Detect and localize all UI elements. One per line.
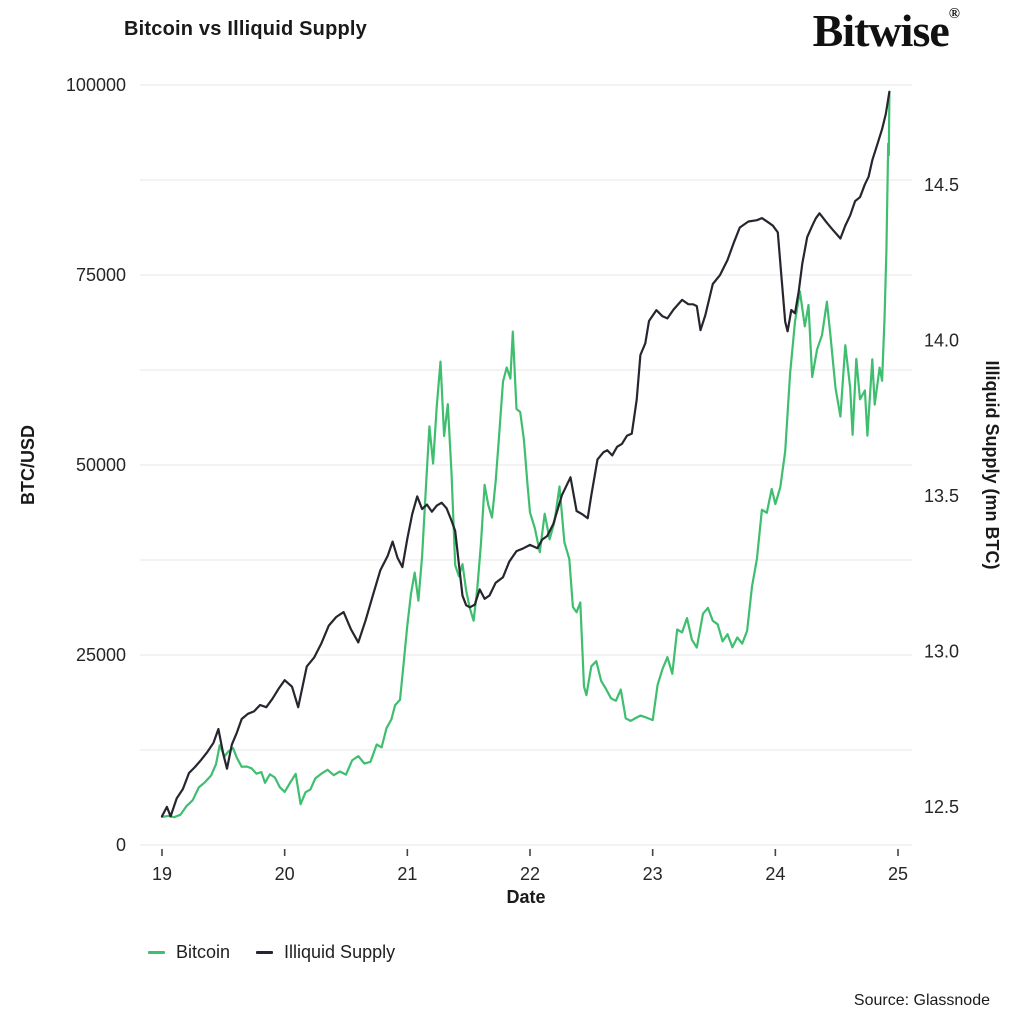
- x-tick-label: 19: [152, 864, 172, 884]
- bitcoin-line-swatch-icon: [148, 951, 165, 954]
- y-left-tick-label: 100000: [66, 75, 126, 95]
- y-right-tick-label: 14.5: [924, 175, 959, 195]
- series-line-illiquid-supply: [160, 90, 891, 818]
- y-right-tick-label: 13.5: [924, 486, 959, 506]
- y-right-axis-title: Illiquid Supply (mn BTC): [982, 361, 1002, 570]
- source-attribution: Source: Glassnode: [853, 992, 990, 1009]
- x-tick-label: 24: [765, 864, 785, 884]
- legend-label-bitcoin: Bitcoin: [176, 942, 231, 962]
- bitwise-logo-text: Bitwise: [812, 5, 950, 56]
- y-left-axis-title: BTC/USD: [18, 425, 38, 505]
- y-left-tick-label: 75000: [76, 265, 126, 285]
- x-axis-title: Date: [506, 887, 545, 907]
- y-left-tick-label: 50000: [76, 455, 126, 475]
- y-right-tick-label: 12.5: [924, 797, 959, 817]
- series-line-bitcoin: [160, 91, 891, 819]
- chart-legend: Bitcoin Illiquid Supply: [148, 942, 395, 963]
- y-right-tick-label: 13.0: [924, 642, 959, 662]
- y-right-tick-label: 14.0: [924, 331, 959, 351]
- y-left-tick-label: 25000: [76, 645, 126, 665]
- x-tick-label: 21: [397, 864, 417, 884]
- x-tick-label: 23: [643, 864, 663, 884]
- legend-label-illiquid-supply: Illiquid Supply: [284, 942, 396, 962]
- illiquid-supply-line-swatch-icon: [256, 951, 274, 954]
- x-tick-label: 20: [275, 864, 295, 884]
- y-left-tick-label: 0: [116, 835, 126, 855]
- legend-item-illiquid-supply: Illiquid Supply: [256, 942, 395, 963]
- chart-title: Bitcoin vs Illiquid Supply: [124, 18, 367, 40]
- x-tick-label: 22: [520, 864, 540, 884]
- legend-item-bitcoin: Bitcoin: [148, 942, 230, 963]
- bitwise-logo: Bitwise®: [813, 4, 960, 57]
- x-tick-label: 25: [888, 864, 908, 884]
- registered-trademark-icon: ®: [948, 6, 960, 22]
